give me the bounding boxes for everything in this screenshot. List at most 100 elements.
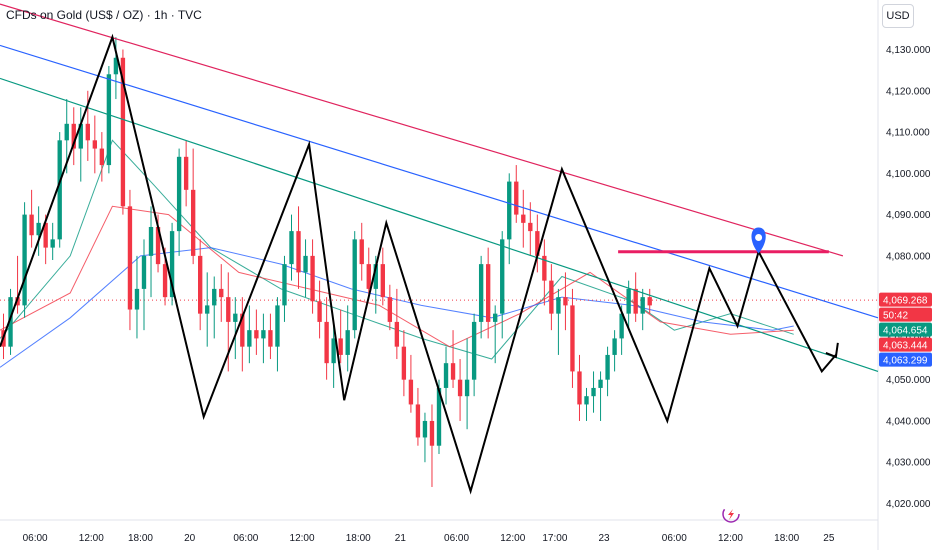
moving-average-line	[0, 139, 794, 360]
candle-body	[493, 313, 498, 322]
price-badge	[879, 352, 932, 367]
candle-body	[647, 297, 652, 306]
y-tick-label: 4,130.000	[886, 45, 931, 56]
candle-body	[8, 297, 13, 347]
candle-body	[359, 239, 364, 265]
candle-body	[324, 321, 329, 364]
candle-body	[219, 288, 224, 298]
candle-body	[549, 280, 554, 314]
candle-body	[408, 379, 414, 405]
x-tick-label: 06:00	[233, 533, 258, 544]
candle-body	[471, 321, 477, 380]
price-badge-text: 4,069.268	[883, 296, 928, 307]
candle-body	[50, 239, 55, 248]
y-tick-label: 4,080.000	[886, 251, 931, 262]
trendline	[0, 44, 879, 319]
y-tick-label: 4,110.000	[886, 128, 930, 139]
candle-body	[106, 74, 112, 166]
x-tick-label: 21	[395, 533, 407, 544]
candle-body	[205, 305, 210, 314]
candle-body	[247, 330, 252, 347]
candle-body	[15, 297, 20, 306]
trendline	[0, 77, 879, 372]
candle-body	[113, 57, 119, 75]
price-badge-text: 4,063.299	[883, 356, 928, 367]
candle-body	[127, 206, 133, 310]
moving-average-line	[0, 205, 794, 348]
candle-body	[605, 354, 610, 380]
candle-body	[591, 387, 596, 397]
candle-body	[148, 226, 154, 256]
event-icon-ring	[722, 505, 740, 523]
candle-body	[120, 57, 126, 207]
candle-body	[64, 123, 69, 141]
candle-body	[78, 123, 83, 149]
candle-body	[584, 396, 589, 405]
candle-body	[303, 255, 308, 273]
currency-button[interactable]: USD	[882, 4, 914, 28]
candle-body	[99, 148, 105, 166]
y-tick-label: 4,090.000	[886, 210, 931, 221]
candle-body	[577, 371, 582, 405]
x-tick-label: 06:00	[444, 533, 469, 544]
x-tick-label: 12:00	[290, 533, 315, 544]
candle-body	[233, 313, 238, 322]
lightning-icon	[728, 509, 734, 520]
y-tick-label: 4,020.000	[886, 499, 931, 510]
y-tick-label: 4,040.000	[886, 416, 931, 427]
price-badge-text: 4,064.654	[883, 326, 928, 337]
candle-body	[507, 181, 512, 240]
candle-body	[500, 239, 505, 314]
arrow-head	[825, 342, 839, 359]
x-tick-label: 18:00	[346, 533, 371, 544]
x-tick-label: 18:00	[128, 533, 153, 544]
candle-body	[254, 330, 259, 339]
candle-body	[190, 189, 196, 256]
candle-body	[36, 222, 41, 236]
candle-body	[85, 123, 90, 141]
candle-body	[612, 338, 617, 355]
price-badge	[879, 307, 932, 322]
candle-body	[226, 297, 231, 322]
x-tick-label: 12:00	[79, 533, 104, 544]
price-badge	[879, 337, 932, 352]
candle-body	[261, 330, 266, 339]
candle-body	[521, 214, 526, 223]
candle-body	[436, 387, 442, 446]
candle-body	[92, 140, 98, 149]
candle-body	[141, 255, 147, 289]
candle-body	[317, 301, 322, 322]
candle-body	[401, 346, 407, 380]
trendline	[0, 3, 844, 257]
candle-body	[373, 264, 378, 289]
candle-body	[556, 297, 561, 314]
candle-body	[633, 288, 638, 314]
candle-body	[57, 140, 62, 240]
candle-body	[626, 288, 631, 314]
candle-body	[640, 297, 645, 314]
y-tick-label: 4,120.000	[886, 86, 931, 97]
candle-body	[162, 264, 168, 298]
candle-body	[345, 330, 350, 355]
candle-body	[528, 222, 533, 232]
candle-body	[380, 264, 385, 298]
candle-body	[282, 264, 287, 306]
candle-body	[366, 264, 371, 289]
candle-body	[275, 305, 280, 347]
candle-body	[134, 288, 140, 310]
price-badge	[879, 322, 932, 337]
candle-body	[43, 222, 48, 248]
candle-body	[289, 231, 294, 265]
candle-body	[29, 214, 34, 236]
moving-average-line	[0, 247, 794, 368]
candle-body	[212, 288, 217, 306]
candle-body	[22, 214, 27, 306]
x-tick-label: 25	[823, 533, 835, 544]
candle-body	[310, 255, 315, 302]
zigzag-projection	[0, 33, 837, 495]
price-badge-text: 50:42	[883, 311, 908, 322]
candle-body	[415, 404, 421, 438]
location-marker-dot	[755, 233, 763, 241]
